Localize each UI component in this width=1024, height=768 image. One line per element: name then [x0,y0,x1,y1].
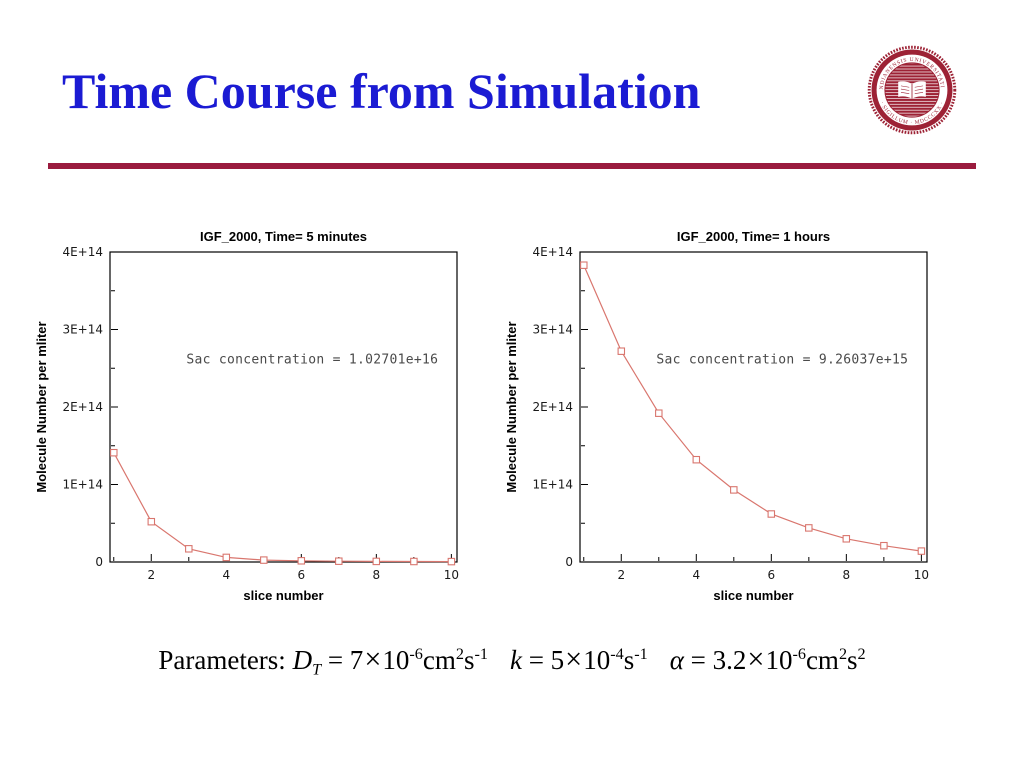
data-marker [842,535,851,543]
x-tick-label: 6 [297,568,305,582]
x-tick-label: 10 [444,568,459,582]
param-segment: = 3.2 [683,645,747,675]
y-tick-label: 4E+14 [532,245,573,259]
x-axis-label: slice number [243,588,323,603]
data-marker [260,556,268,564]
param-segment: × [565,642,583,676]
data-marker [147,517,156,526]
param-segment: 2 [455,645,464,663]
param-segment: -1 [474,645,488,663]
param-segment: × [747,642,765,676]
chart-svg: IGF_2000, Time= 5 minutes 0 1E+14 2E+14 3E+1… [34,229,459,603]
seal-serrated-edge [867,45,957,135]
chart-svg: IGF_2000, Time= 1 hours 0 1E+14 2E+14 3E+14 4… [504,229,929,603]
x-axis-label: slice number [713,588,793,603]
param-segment: -1 [634,645,648,663]
data-marker [335,557,343,565]
plot-area [109,251,458,563]
param-segment: -4 [610,645,624,663]
param-segment: α [669,645,684,675]
parameters-line: Parameters: DT = 7×10-6cm2s-1 k = 5×10-4s… [0,642,1024,679]
data-marker [917,547,926,555]
param-segment: 10 [583,645,611,675]
x-tick-label: 4 [222,568,230,582]
param-segment: 2 [857,645,866,663]
param-segment: cm [805,645,839,675]
x-tick-label: 8 [373,568,381,582]
param-segment: s [463,645,475,675]
param-segment: s [847,645,858,675]
data-marker [617,347,626,355]
y-tick-label: 3E+14 [532,323,573,337]
title-rule [48,163,976,169]
param-segment: Parameters: [158,645,293,675]
data-marker [767,510,776,518]
param-segment: -6 [409,645,423,663]
x-tick-label: 6 [767,568,775,582]
x-tick-label: 8 [843,568,851,582]
chart-time-1-hours: IGF_2000, Time= 1 hours 0 1E+14 2E+14 3E+14 4… [500,224,955,616]
param-segment: T [312,660,322,679]
x-tick-label: 2 [147,568,155,582]
y-tick-label: 1E+14 [532,478,573,492]
annotation: Sac concentration = 1.02701e+16 [186,353,438,368]
param-segment: = 7 [321,645,364,675]
param-segment: cm [422,645,456,675]
param-segment: 10 [382,645,410,675]
data-marker [410,557,418,566]
x-tick-label: 2 [617,568,625,582]
annotation: Sac concentration = 9.26037e+15 [656,353,908,368]
y-tick-label: 2E+14 [62,400,103,414]
y-axis-label: Molecule Number per mliter [504,321,519,492]
plot-area [579,251,928,563]
y-tick-label: 2E+14 [532,400,573,414]
y-tick-label: 3E+14 [62,323,103,337]
x-tick-label: 10 [914,568,929,582]
chart-title: IGF_2000, Time= 1 hours [677,229,830,244]
data-marker [372,557,381,566]
data-marker [222,553,231,562]
data-marker [805,524,813,532]
slide-title: Time Course from Simulation [62,63,701,119]
y-tick-label: 0 [565,555,573,569]
data-marker [880,541,888,550]
param-segment: -6 [792,645,806,663]
param-segment: = 5 [521,645,565,675]
data-marker [580,261,588,269]
data-marker [110,448,118,457]
y-axis-label: Molecule Number per mliter [34,321,49,492]
university-seal-icon: INDIANENSIS UNIVERSITATIS · SIGILLUM · M… [864,40,958,136]
param-segment: 10 [765,645,793,675]
param-segment: 2 [838,645,848,663]
chart-title: IGF_2000, Time= 5 minutes [200,229,367,244]
y-tick-label: 4E+14 [62,245,103,259]
param-segment: × [364,642,382,676]
data-marker [185,545,193,553]
data-marker [692,455,701,464]
data-marker [655,409,663,417]
seal-book-icon [898,81,926,99]
param-segment: D [292,645,313,675]
y-tick-label: 1E+14 [62,478,103,492]
data-marker [297,557,306,565]
seal-svg: INDIANENSIS UNIVERSITATIS · SIGILLUM · M… [864,40,957,135]
param-segment: s [623,645,635,675]
data-marker [447,557,456,566]
data-line [113,452,452,563]
chart-time-5-minutes: IGF_2000, Time= 5 minutes 0 1E+14 2E+14 3E+1… [30,224,485,616]
x-tick-label: 4 [692,568,700,582]
data-line [583,264,922,552]
data-marker [730,486,738,494]
param-segment: k [509,645,522,675]
y-tick-label: 0 [95,555,103,569]
